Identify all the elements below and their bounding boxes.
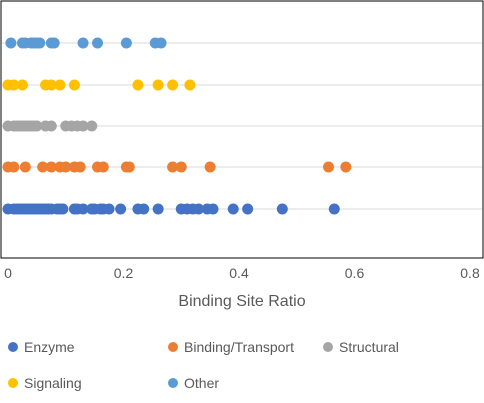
data-point-signaling (45, 79, 57, 91)
data-point-enzyme (207, 203, 219, 215)
legend-marker-icon (323, 342, 333, 352)
data-point-enzyme (242, 203, 254, 215)
x-axis-title: Binding Site Ratio (178, 293, 305, 310)
x-tick-label: 0.8 (460, 265, 480, 281)
data-point-enzyme (138, 203, 150, 215)
data-point-signaling (8, 79, 20, 91)
legend-marker-icon (8, 342, 18, 352)
data-points (2, 37, 352, 215)
legend-label: Structural (339, 339, 399, 355)
data-point-signaling (16, 79, 28, 91)
data-point-enzyme (328, 203, 340, 215)
data-point-binding-transport (123, 161, 135, 173)
legend-label: Signaling (24, 375, 82, 391)
data-point-other (34, 37, 46, 49)
data-point-binding-transport (167, 161, 179, 173)
x-axis-ticks: 0 0.2 0.4 0.6 0.8 (4, 265, 480, 281)
legend-item: Enzyme (8, 339, 75, 355)
legend-marker-icon (8, 378, 18, 388)
data-point-structural (86, 120, 98, 132)
data-point-structural (45, 120, 57, 132)
data-point-enzyme (77, 203, 89, 215)
data-point-binding-transport (37, 161, 49, 173)
data-point-binding-transport (8, 161, 20, 173)
x-tick-label: 0 (4, 265, 12, 281)
data-point-other (48, 37, 60, 49)
data-point-binding-transport (74, 161, 86, 173)
data-point-enzyme (103, 203, 115, 215)
data-point-signaling (132, 79, 144, 91)
legend-item: Signaling (8, 375, 82, 391)
legend-item: Binding/Transport (168, 339, 294, 355)
data-point-enzyme (227, 203, 239, 215)
data-point-binding-transport (204, 161, 216, 173)
legend-item: Other (168, 375, 219, 391)
legend-label: Other (184, 375, 220, 391)
legend-marker-icon (168, 342, 178, 352)
data-point-binding-transport (340, 161, 352, 173)
data-point-signaling (167, 79, 179, 91)
data-point-other (5, 37, 17, 49)
data-point-signaling (54, 79, 66, 91)
data-point-binding-transport (175, 161, 187, 173)
x-tick-label: 0.2 (114, 265, 134, 281)
x-tick-label: 0.4 (229, 265, 249, 281)
data-point-enzyme (57, 203, 69, 215)
legend-label: Binding/Transport (184, 339, 294, 355)
data-point-binding-transport (45, 161, 57, 173)
legend-item: Structural (323, 339, 399, 355)
data-point-structural (77, 120, 89, 132)
data-point-binding-transport (60, 161, 72, 173)
data-point-enzyme (193, 203, 205, 215)
data-point-other (155, 37, 167, 49)
data-point-other (120, 37, 132, 49)
data-point-signaling (152, 79, 164, 91)
data-point-other (77, 37, 89, 49)
data-point-enzyme (115, 203, 127, 215)
legend-label: Enzyme (24, 339, 75, 355)
x-tick-label: 0.6 (345, 265, 365, 281)
data-point-binding-transport (97, 161, 109, 173)
data-point-other (92, 37, 104, 49)
legend-marker-icon (168, 378, 178, 388)
data-point-signaling (184, 79, 196, 91)
data-point-signaling (68, 79, 80, 91)
data-point-binding-transport (323, 161, 335, 173)
data-point-enzyme (152, 203, 164, 215)
data-point-enzyme (276, 203, 288, 215)
data-point-structural (31, 120, 43, 132)
data-point-binding-transport (19, 161, 31, 173)
